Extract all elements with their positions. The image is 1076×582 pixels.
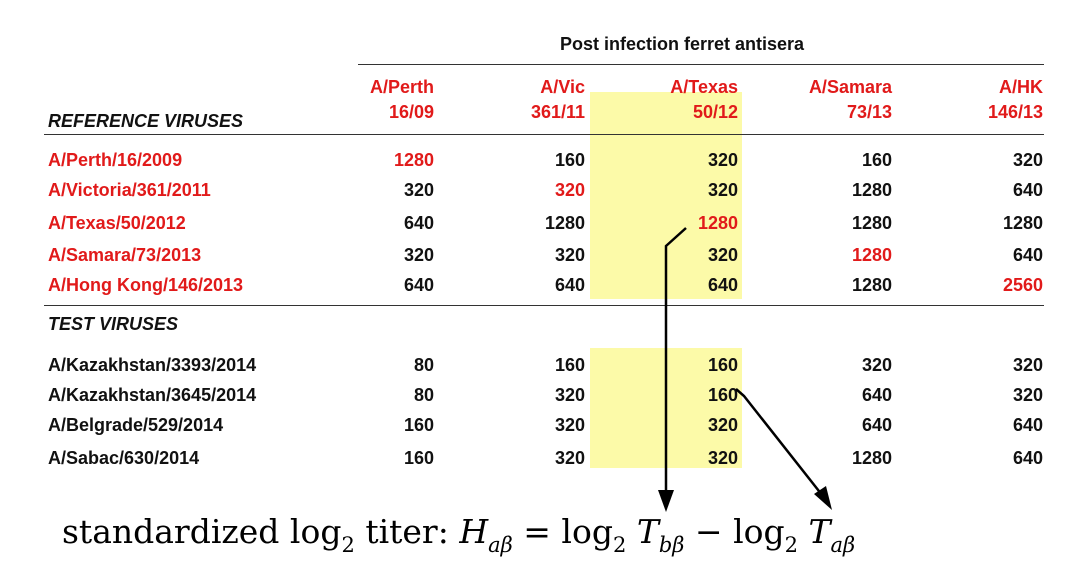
titer-cell: 320 bbox=[707, 448, 738, 468]
column-header-line1: A/Samara bbox=[808, 77, 892, 97]
titer-cell: 640 bbox=[707, 275, 738, 295]
titer-cell: 640 bbox=[1012, 180, 1043, 200]
formula: standardized log2 titer: Haβ = log2 Tbβ … bbox=[62, 512, 856, 557]
titer-cell: 640 bbox=[403, 213, 434, 233]
column-header-line1: A/HK bbox=[999, 77, 1043, 97]
titer-cell: 80 bbox=[413, 355, 434, 375]
titer-cell: 320 bbox=[554, 385, 585, 405]
titer-cell: 640 bbox=[1012, 415, 1043, 435]
arrowhead-right bbox=[814, 486, 832, 510]
titer-cell: 1280 bbox=[1002, 213, 1043, 233]
column-header-line2: 361/11 bbox=[530, 102, 585, 122]
titer-cell: 320 bbox=[1012, 385, 1043, 405]
titer-cell: 640 bbox=[554, 275, 585, 295]
column-header-line2: 73/13 bbox=[846, 102, 892, 122]
titer-cell: 1280 bbox=[697, 213, 738, 233]
titer-cell: 1280 bbox=[851, 245, 892, 265]
titer-cell: 320 bbox=[1012, 355, 1043, 375]
reference-section-label: REFERENCE VIRUSES bbox=[48, 111, 244, 131]
titer-cell: 640 bbox=[403, 275, 434, 295]
header-rule-bottom bbox=[44, 134, 1044, 135]
titer-cell: 320 bbox=[554, 448, 585, 468]
arrowhead-left bbox=[658, 490, 674, 512]
virus-name: A/Victoria/361/2011 bbox=[48, 180, 211, 200]
virus-name: A/Kazakhstan/3393/2014 bbox=[48, 355, 257, 375]
test-section-label: TEST VIRUSES bbox=[48, 314, 179, 334]
titer-cell: 320 bbox=[707, 415, 738, 435]
section-rule bbox=[44, 305, 1044, 306]
titer-cell: 320 bbox=[403, 180, 434, 200]
titer-cell: 320 bbox=[554, 245, 585, 265]
virus-name: A/Texas/50/2012 bbox=[48, 213, 186, 233]
virus-name: A/Perth/16/2009 bbox=[48, 150, 183, 170]
column-header-line2: 16/09 bbox=[388, 102, 434, 122]
titer-cell: 640 bbox=[861, 385, 892, 405]
titer-cell: 1280 bbox=[544, 213, 585, 233]
titer-cell: 160 bbox=[707, 385, 738, 405]
virus-name: A/Kazakhstan/3645/2014 bbox=[48, 385, 257, 405]
titer-cell: 320 bbox=[554, 180, 585, 200]
titer-cell: 160 bbox=[554, 150, 585, 170]
virus-name: A/Hong Kong/146/2013 bbox=[48, 275, 244, 295]
titer-cell: 160 bbox=[403, 448, 434, 468]
titer-cell: 1280 bbox=[851, 448, 892, 468]
titer-cell: 1280 bbox=[851, 213, 892, 233]
header-rule-top bbox=[358, 64, 1044, 65]
titer-cell: 160 bbox=[707, 355, 738, 375]
titer-cell: 160 bbox=[554, 355, 585, 375]
titer-cell: 320 bbox=[554, 415, 585, 435]
titer-cell: 1280 bbox=[393, 150, 434, 170]
titer-cell: 2560 bbox=[1002, 275, 1043, 295]
virus-name: A/Sabac/630/2014 bbox=[48, 448, 200, 468]
column-header-line1: A/Perth bbox=[369, 77, 434, 97]
titer-cell: 320 bbox=[707, 245, 738, 265]
titer-cell: 160 bbox=[861, 150, 892, 170]
titer-cell: 320 bbox=[1012, 150, 1043, 170]
titer-cell: 320 bbox=[707, 150, 738, 170]
titer-cell: 640 bbox=[1012, 245, 1043, 265]
virus-name: A/Belgrade/529/2014 bbox=[48, 415, 224, 435]
titer-cell: 1280 bbox=[851, 275, 892, 295]
titer-cell: 640 bbox=[1012, 448, 1043, 468]
titer-cell: 80 bbox=[413, 385, 434, 405]
arrow-test-to-formula bbox=[735, 388, 827, 501]
titer-cell: 320 bbox=[861, 355, 892, 375]
virus-name: A/Samara/73/2013 bbox=[48, 245, 202, 265]
column-header-line2: 146/13 bbox=[987, 102, 1043, 122]
titer-cell: 320 bbox=[707, 180, 738, 200]
titer-cell: 160 bbox=[403, 415, 434, 435]
column-header-line2: 50/12 bbox=[692, 102, 738, 122]
arrow-reference-to-formula bbox=[664, 227, 687, 508]
column-header-line1: A/Texas bbox=[670, 77, 738, 97]
highlight-header bbox=[590, 92, 742, 154]
titer-cell: 320 bbox=[403, 245, 434, 265]
titer-cell: 1280 bbox=[851, 180, 892, 200]
column-header-line1: A/Vic bbox=[540, 77, 585, 97]
table-super-header: Post infection ferret antisera bbox=[560, 34, 805, 54]
titer-cell: 640 bbox=[861, 415, 892, 435]
